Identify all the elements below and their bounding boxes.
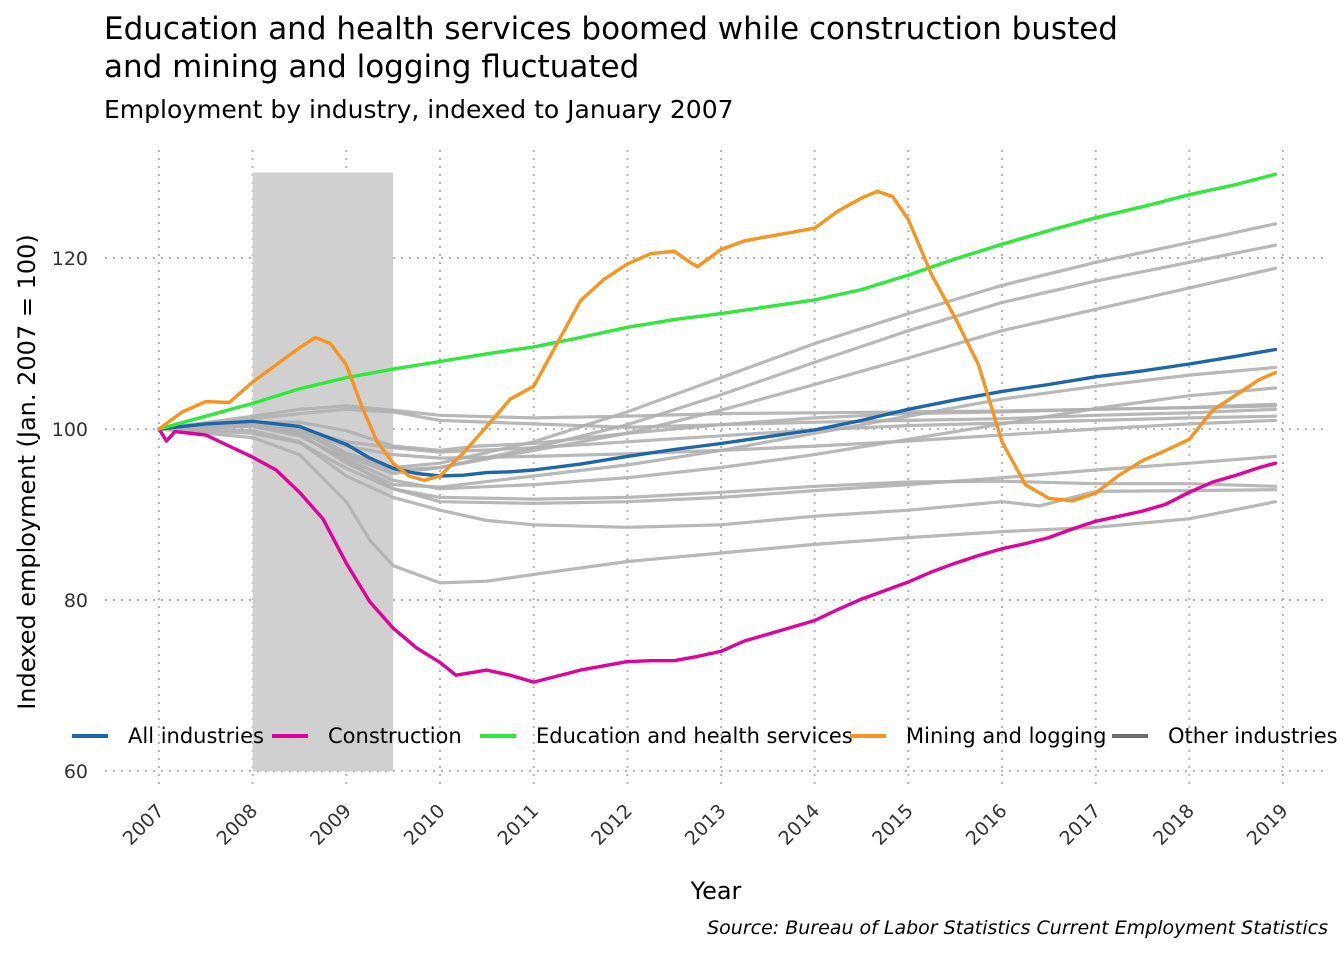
x-tick-label: 2012	[587, 800, 637, 850]
source-caption: Source: Bureau of Labor Statistics Curre…	[707, 917, 1328, 939]
x-tick-label: 2009	[306, 800, 356, 850]
x-tick-label: 2010	[400, 800, 450, 850]
y-tick-label: 60	[64, 761, 88, 783]
x-tick-label: 2015	[868, 800, 918, 850]
legend-label: Construction	[328, 724, 462, 748]
y-tick-label: 120	[52, 248, 88, 270]
x-tick-label: 2011	[493, 800, 543, 850]
series-line-all-industries	[157, 347, 1278, 478]
x-tick-label: 2014	[774, 800, 824, 850]
series-line-other-industries	[157, 424, 1278, 501]
y-tick-label: 80	[64, 590, 88, 612]
series-line-other-industries	[157, 243, 1278, 472]
legend-item: Other industries	[1112, 724, 1338, 748]
axis-layer: 60 80 100 120 2007 2008 2009 2010 2011 2012 2013 20…	[52, 248, 1293, 850]
other-series-layer	[157, 222, 1278, 585]
legend-label: Other industries	[1168, 724, 1338, 748]
x-tick-label: 2019	[1243, 800, 1293, 850]
series-line-construction	[157, 427, 1278, 684]
series-line-other-industries	[157, 427, 1278, 529]
highlight-series-layer	[157, 172, 1278, 684]
series-line-other-industries	[157, 407, 1278, 431]
y-tick-label: 100	[52, 419, 88, 441]
legend: All industries Construction Education and …	[72, 724, 1338, 748]
x-tick-label: 2008	[212, 800, 262, 850]
legend-item: All industries	[72, 724, 264, 748]
legend-label: Education and health services	[536, 724, 853, 748]
x-axis-title: Year	[690, 877, 742, 905]
x-tick-label: 2017	[1055, 800, 1105, 850]
x-tick-label: 2007	[119, 800, 169, 850]
x-tick-label: 2018	[1149, 800, 1199, 850]
legend-label: Mining and logging	[906, 724, 1106, 748]
chart-title: Education and health services boomed whi…	[104, 11, 1118, 85]
legend-label: All industries	[128, 724, 264, 748]
legend-item: Mining and logging	[850, 724, 1106, 748]
series-line-education-and-health-services	[157, 172, 1278, 431]
series-line-other-industries	[157, 222, 1278, 470]
legend-item: Education and health services	[480, 724, 853, 748]
series-line-mining-and-logging	[157, 189, 1278, 503]
chart-subtitle: Employment by industry, indexed to Janua…	[104, 95, 734, 124]
y-axis-title: Indexed employment (Jan. 2007 = 100)	[13, 234, 41, 710]
x-tick-label: 2016	[962, 800, 1012, 850]
x-tick-label: 2013	[681, 800, 731, 850]
legend-item: Construction	[272, 724, 462, 748]
series-line-other-industries	[157, 427, 1278, 585]
series-line-other-industries	[157, 404, 1278, 452]
